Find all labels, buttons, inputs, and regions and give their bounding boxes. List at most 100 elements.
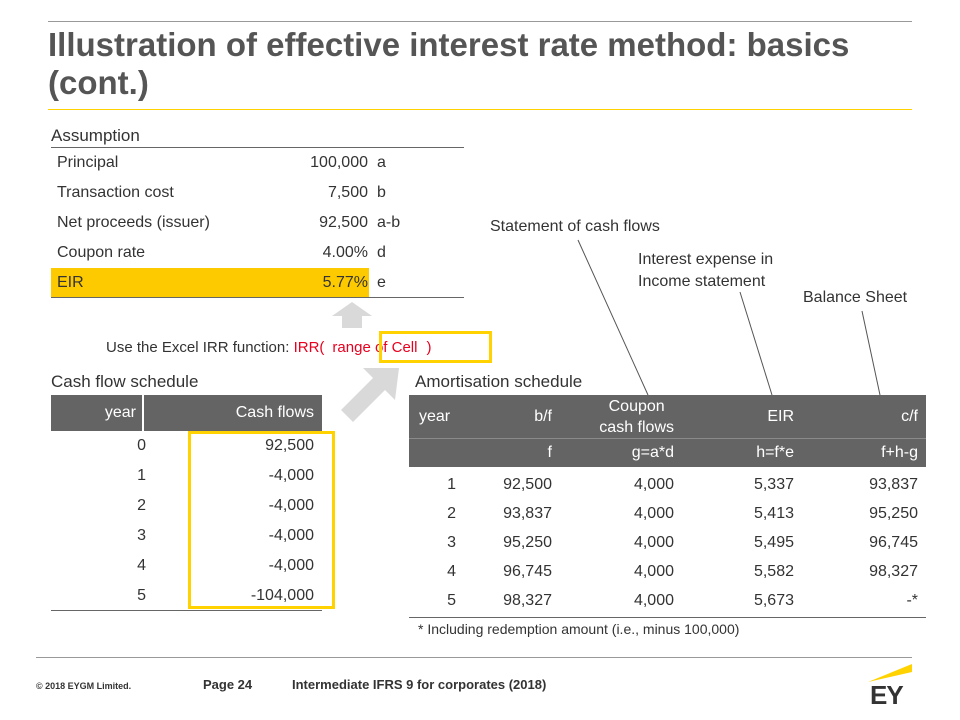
diagonal-arrow-icon	[341, 368, 399, 422]
amortisation-coupon: 4,000	[633, 563, 674, 580]
assumption-code: b	[377, 184, 386, 201]
amortisation-bf: 92,500	[503, 476, 552, 493]
cash-flow-year: 4	[137, 557, 146, 574]
cash-flow-value: -4,000	[268, 497, 314, 514]
am-header-coupon: Coupon cash flows	[599, 398, 674, 436]
am-formula-bf: f	[547, 444, 552, 461]
cash-flow-year: 3	[137, 527, 146, 544]
amortisation-cf: -*	[906, 592, 918, 609]
assumption-code: a-b	[377, 214, 401, 231]
amortisation-year: 2	[447, 505, 456, 522]
cash-flow-value: -104,000	[250, 587, 314, 604]
assumption-name: Net proceeds (issuer)	[57, 214, 210, 231]
ey-logo: EY	[870, 680, 904, 710]
assumption-value: 5.77%	[322, 274, 368, 291]
title-underline	[48, 109, 912, 110]
footer-page-number: Page 24	[203, 677, 253, 692]
cash-flow-row: 5 -104,000	[51, 582, 322, 612]
assumption-row: EIR 5.77% e	[51, 268, 464, 298]
cash-flow-row: 1 -4,000	[51, 462, 322, 492]
assumption-row: Net proceeds (issuer) 92,500 a-b	[51, 208, 464, 238]
assumption-top-rule	[51, 147, 464, 148]
amortisation-year: 1	[447, 476, 456, 493]
cash-flow-year: 0	[137, 437, 146, 454]
cash-flow-value: -4,000	[268, 527, 314, 544]
amortisation-cf: 93,837	[869, 476, 918, 493]
amortisation-label: Amortisation schedule	[415, 372, 583, 391]
assumption-bottom-rule	[51, 297, 464, 298]
amortisation-cf: 96,745	[869, 534, 918, 551]
assumption-row: Principal 100,000 a	[51, 148, 464, 178]
amortisation-year: 4	[447, 563, 456, 580]
amortisation-bf: 98,327	[503, 592, 552, 609]
amortisation-year: 5	[447, 592, 456, 609]
amortisation-bf: 96,745	[503, 563, 552, 580]
assumption-code: e	[377, 274, 386, 291]
am-formula-eir: h=f*e	[756, 444, 794, 461]
am-header-year: year	[419, 408, 451, 425]
assumption-value: 92,500	[319, 214, 368, 231]
assumption-name: Transaction cost	[57, 184, 174, 201]
footer-copyright: © 2018 EYGM Limited.	[36, 681, 132, 691]
amortisation-header: year b/f Coupon cash flows EIR c/f f g=a…	[409, 395, 926, 467]
amortisation-bf: 93,837	[503, 505, 552, 522]
cash-flow-row: 3 -4,000	[51, 522, 322, 552]
am-formula-coupon: g=a*d	[631, 444, 674, 461]
amortisation-year: 3	[447, 534, 456, 551]
irr-close: )	[426, 339, 432, 356]
am-header-bf: b/f	[534, 408, 552, 425]
am-header-eir: EIR	[767, 408, 794, 425]
amortisation-row: 5 98,327 4,000 5,673 -*	[409, 586, 926, 616]
amortisation-bf: 95,250	[503, 534, 552, 551]
amortisation-row: 2 93,837 4,000 5,413 95,250	[409, 499, 926, 529]
cash-flow-bottom-rule	[51, 610, 322, 611]
callout-interest-expense: Interest expense in Income statement	[638, 251, 774, 290]
amortisation-eir: 5,582	[753, 563, 794, 580]
cash-flow-value: -4,000	[268, 467, 314, 484]
footer-rule	[36, 657, 912, 658]
irr-note-prefix: Use the Excel IRR function:	[106, 339, 294, 356]
top-rule	[48, 21, 912, 22]
am-header-cf: c/f	[901, 408, 918, 425]
assumption-code: a	[377, 154, 386, 171]
assumption-row: Coupon rate 4.00% d	[51, 238, 464, 268]
cash-flow-header: year Cash flows	[51, 395, 322, 431]
assumption-row: Transaction cost 7,500 b	[51, 178, 464, 208]
cash-flow-row: 0 92,500	[51, 432, 322, 462]
page-title: Illustration of effective interest rate …	[48, 26, 850, 101]
amortisation-bottom-rule	[409, 617, 926, 618]
cash-flow-year: 1	[137, 467, 146, 484]
assumption-value: 7,500	[327, 184, 368, 201]
amortisation-eir: 5,413	[753, 505, 794, 522]
amortisation-footnote: * Including redemption amount (i.e., min…	[418, 621, 740, 637]
amortisation-row: 3 95,250 4,000 5,495 96,745	[409, 528, 926, 558]
cash-flow-header-year: year	[51, 395, 144, 431]
assumption-value: 4.00%	[322, 244, 368, 261]
footer-course-title: Intermediate IFRS 9 for corporates (2018…	[292, 677, 547, 692]
eir-highlight	[51, 268, 369, 298]
amortisation-cf: 98,327	[869, 563, 918, 580]
amortisation-coupon: 4,000	[633, 534, 674, 551]
amortisation-coupon: 4,000	[633, 476, 674, 493]
am-header-divider	[409, 438, 926, 439]
cash-flow-year: 5	[137, 587, 146, 604]
callout-cash-flows: Statement of cash flows	[490, 218, 660, 235]
assumption-name: Coupon rate	[57, 244, 146, 261]
amortisation-row: 1 92,500 4,000 5,337 93,837	[409, 470, 926, 500]
up-arrow-icon	[332, 302, 372, 328]
assumption-label: Assumption	[51, 126, 140, 145]
amortisation-eir: 5,495	[753, 534, 794, 551]
amortisation-coupon: 4,000	[633, 505, 674, 522]
cash-flow-label: Cash flow schedule	[51, 372, 199, 391]
cash-flow-value: -4,000	[268, 557, 314, 574]
cash-flow-year: 2	[137, 497, 146, 514]
cash-flow-value: 92,500	[265, 437, 314, 454]
assumption-code: d	[377, 244, 386, 261]
irr-argument: range of Cell	[332, 339, 418, 356]
callout-balance-sheet: Balance Sheet	[803, 289, 908, 306]
cash-flow-row: 4 -4,000	[51, 552, 322, 582]
assumption-name: EIR	[57, 274, 84, 291]
assumption-name: Principal	[57, 154, 119, 171]
assumption-value: 100,000	[310, 154, 368, 171]
amortisation-coupon: 4,000	[633, 592, 674, 609]
